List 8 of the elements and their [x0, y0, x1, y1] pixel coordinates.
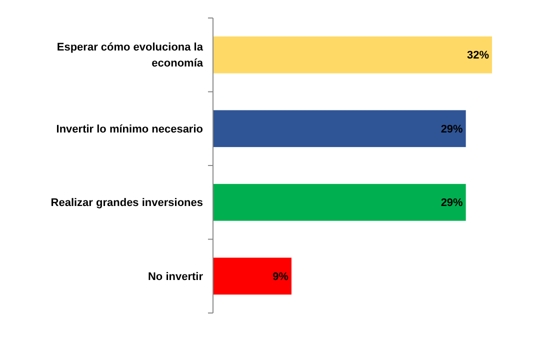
- y-tick-label: Realizar grandes inversiones: [50, 197, 203, 210]
- y-tick-label: Esperar cómo evoluciona la economía: [56, 42, 204, 70]
- y-tick-label: No invertir: [148, 270, 204, 283]
- data-label: 29%: [440, 197, 464, 210]
- y-tick-label: Invertir lo mínimo necesario: [56, 123, 204, 136]
- data-label: 29%: [440, 123, 464, 136]
- data-label: 32%: [466, 50, 490, 62]
- data-label: 9%: [272, 270, 289, 283]
